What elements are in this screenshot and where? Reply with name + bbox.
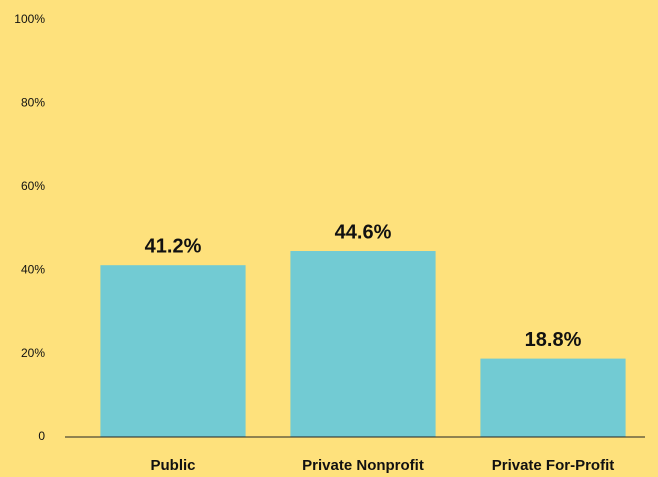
bar <box>480 358 626 437</box>
y-tick-label: 100% <box>14 12 45 26</box>
bar <box>290 251 436 437</box>
y-tick-label: 0 <box>38 429 45 443</box>
x-tick-label: Public <box>150 457 195 474</box>
value-label: 41.2% <box>145 235 202 257</box>
y-tick-label: 20% <box>21 346 45 360</box>
value-label: 18.8% <box>525 329 582 351</box>
x-tick-label: Private For-Profit <box>492 457 615 474</box>
y-tick-label: 40% <box>21 262 45 276</box>
x-tick-label: Private Nonprofit <box>302 457 424 474</box>
value-label: 44.6% <box>335 221 392 243</box>
bar <box>100 265 246 437</box>
y-tick-label: 60% <box>21 179 45 193</box>
y-tick-label: 80% <box>21 96 45 110</box>
